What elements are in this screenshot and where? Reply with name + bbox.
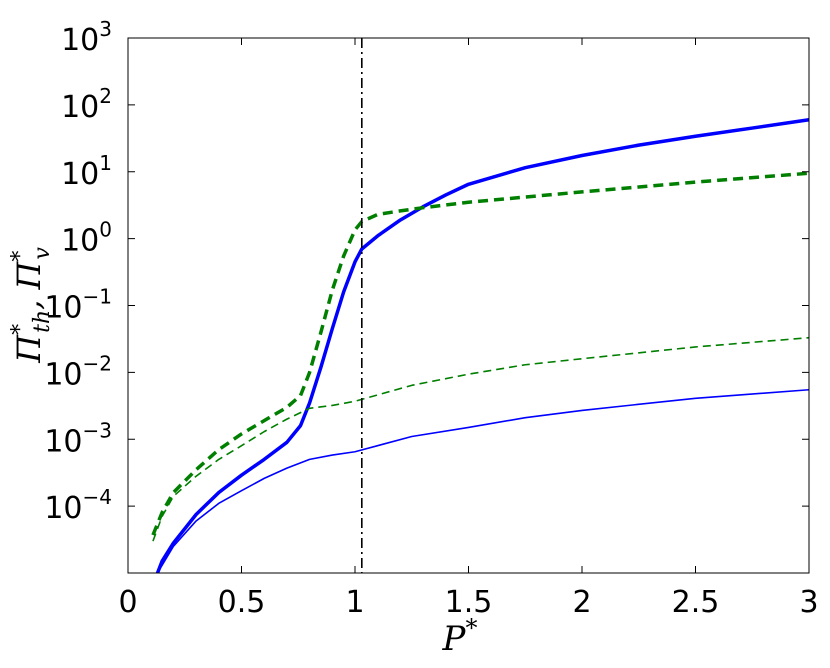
y-tick-label-base: 10 <box>44 357 82 392</box>
tick-layer <box>127 37 810 573</box>
y-tick-label-exponent: −1 <box>83 285 112 309</box>
y-tick-label-exponent: 2 <box>99 84 112 108</box>
x-axis-title-base: P <box>442 619 467 659</box>
y-tick-label-exponent: −4 <box>83 485 112 509</box>
x-axis-title: P* <box>442 614 478 659</box>
y-axis-title-star1: * <box>8 324 33 335</box>
y-tick-label-base: 10 <box>61 23 99 58</box>
x-tick-label: 1.5 <box>445 585 493 620</box>
y-axis-title-pi1: Π <box>10 334 48 364</box>
series-line-4 <box>152 336 810 542</box>
y-tick-label: 100 <box>61 218 112 259</box>
y-tick-label-exponent: −2 <box>83 351 112 375</box>
y-tick-label-exponent: 0 <box>99 218 112 242</box>
plot-background <box>128 38 809 573</box>
y-tick-label: 10−2 <box>44 351 112 392</box>
x-tick-label: 0.5 <box>218 585 266 620</box>
y-tick-label-exponent: −3 <box>83 418 112 442</box>
y-tick-label: 102 <box>61 84 112 125</box>
x-tick-label: 2.5 <box>672 585 720 620</box>
x-axis-title-sup: * <box>465 614 477 642</box>
y-tick-label-base: 10 <box>44 491 82 526</box>
series-line-1 <box>155 117 810 574</box>
y-axis-title-sub2: v <box>30 247 55 260</box>
x-tick-label: 2 <box>572 585 591 620</box>
y-tick-label: 103 <box>61 17 112 58</box>
y-tick-label: 10−4 <box>44 485 112 526</box>
y-tick-label: 10−3 <box>44 418 112 459</box>
y-axis-title-comma: , Π <box>10 261 48 310</box>
series-line-2 <box>151 171 810 536</box>
y-tick-label: 10−1 <box>44 285 112 326</box>
x-tick-label: 3 <box>799 585 818 620</box>
y-tick-label-base: 10 <box>61 157 99 192</box>
y-tick-label: 101 <box>61 151 112 192</box>
series-layer <box>151 117 810 574</box>
y-tick-label-base: 10 <box>44 291 82 326</box>
x-tick-label: 0 <box>118 585 137 620</box>
x-tick-label: 1 <box>345 585 364 620</box>
x-tick-labels: 0 0.5 1 1.5 2 2.5 3 <box>118 585 818 620</box>
y-axis-title-sub1: th <box>30 310 55 333</box>
y-tick-label-base: 10 <box>61 90 99 125</box>
y-tick-label-base: 10 <box>44 424 82 459</box>
y-tick-label-exponent: 1 <box>99 151 112 175</box>
series-line-3 <box>156 388 810 574</box>
y-tick-label-exponent: 3 <box>99 17 112 41</box>
y-axis-title-star2: * <box>8 251 33 262</box>
y-axis-title: Π*th, Π*v <box>8 247 55 364</box>
y-tick-label-base: 10 <box>61 224 99 259</box>
